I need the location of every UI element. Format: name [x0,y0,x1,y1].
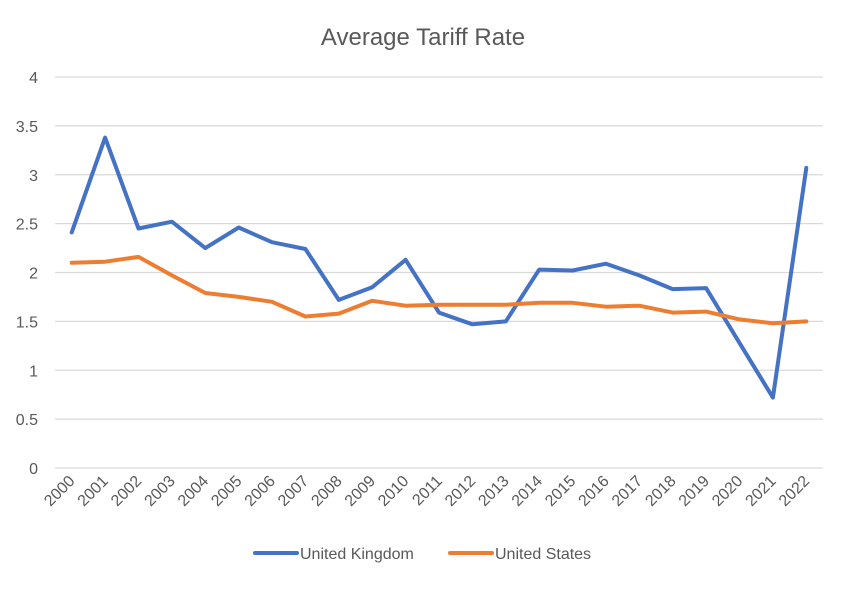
y-tick-label: 0 [29,461,38,478]
x-tick-label: 2011 [409,473,445,509]
x-tick-label: 2017 [609,473,646,510]
x-tick-label: 2012 [442,473,479,510]
x-tick-label: 2018 [642,473,679,510]
x-tick-label: 2014 [509,473,546,510]
x-tick-label: 2005 [208,473,245,510]
x-tick-label: 2020 [709,473,746,510]
x-tick-label: 2013 [475,473,512,510]
x-tick-label: 2015 [542,473,579,510]
y-tick-label: 2 [29,266,38,283]
x-tick-label: 2009 [342,473,379,510]
x-tick-label: 2000 [41,473,78,510]
x-tick-label: 2004 [175,473,212,510]
x-tick-label: 2008 [308,473,345,510]
x-tick-label: 2006 [242,473,279,510]
y-axis-ticks: 0 0.5 1 1.5 2 2.5 3 3.5 4 [16,70,38,478]
y-tick-label: 3 [29,168,38,185]
series-lines [72,138,807,398]
y-tick-label: 1 [29,363,38,380]
x-tick-label: 2016 [576,473,613,510]
x-tick-label: 2002 [108,473,145,510]
x-tick-label: 2010 [375,473,412,510]
x-axis-ticks: 2000200120022003200420052006200720082009… [41,473,813,510]
x-tick-label: 2001 [75,473,112,510]
x-tick-label: 2007 [275,473,312,510]
x-tick-label: 2003 [142,473,179,510]
y-tick-label: 0.5 [16,412,38,429]
chart-title: Average Tariff Rate [321,24,525,51]
series-line-united-kingdom [72,138,807,398]
y-tick-label: 4 [29,70,38,87]
y-tick-label: 3.5 [16,119,38,136]
x-tick-label: 2022 [776,473,813,510]
y-tick-label: 2.5 [16,217,38,234]
legend-label: United States [495,546,591,563]
x-tick-label: 2021 [743,473,780,510]
legend: United Kingdom United States [255,546,591,563]
x-tick-label: 2019 [676,473,713,510]
y-tick-label: 1.5 [16,314,38,331]
legend-label: United Kingdom [300,546,414,563]
